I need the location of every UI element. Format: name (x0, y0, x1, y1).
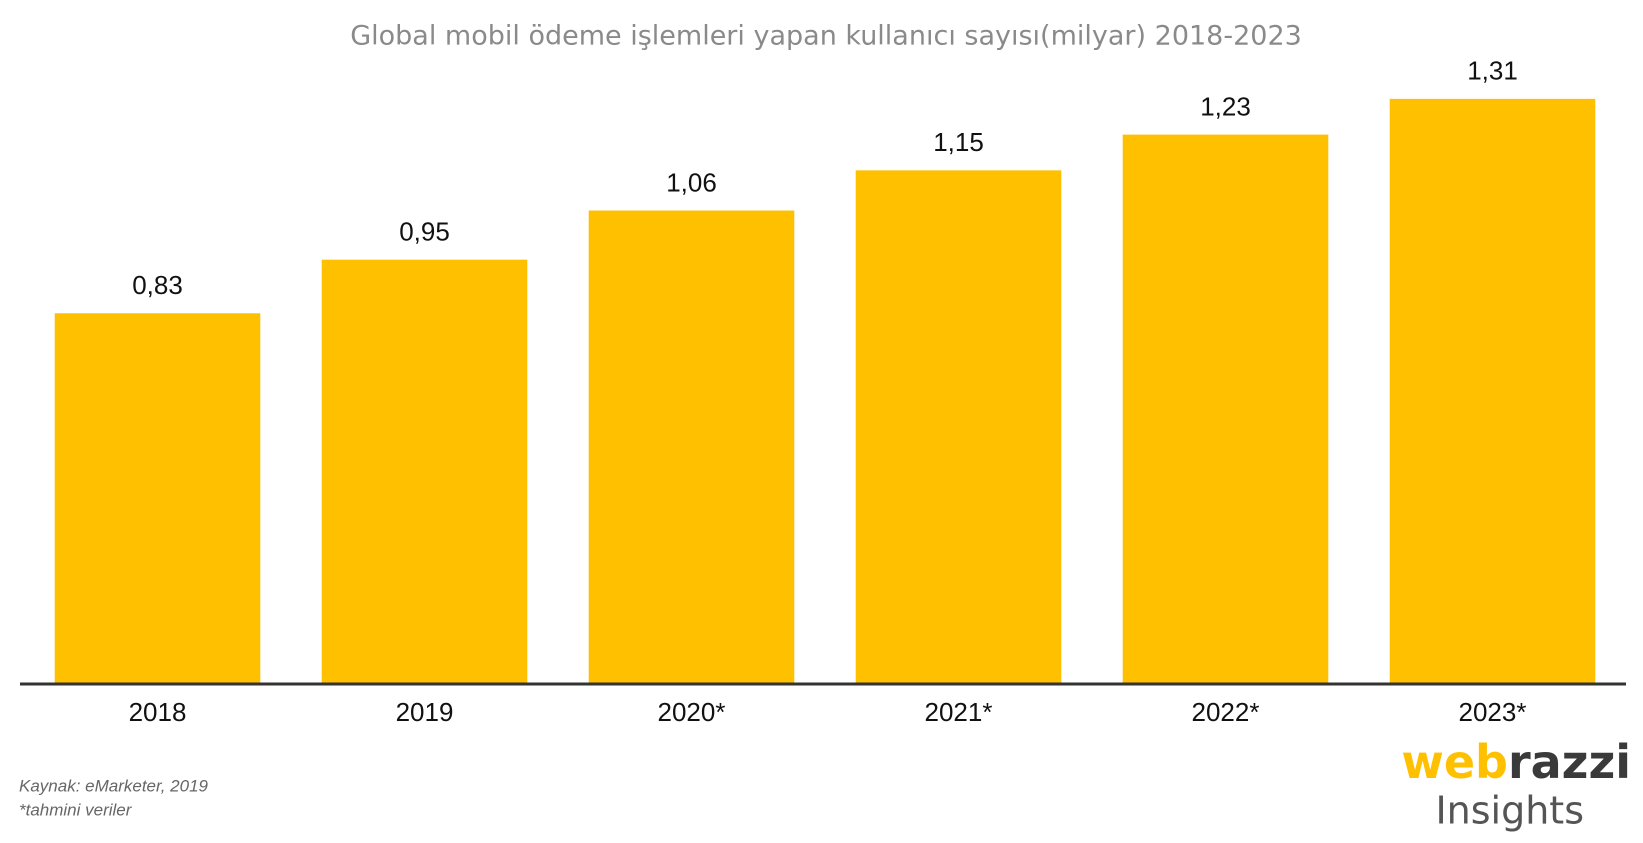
value-label: 0,83 (132, 270, 183, 300)
bar (588, 210, 795, 685)
bar (54, 313, 261, 684)
logo-subtitle: Insights (1435, 789, 1584, 833)
value-label: 0,95 (399, 217, 450, 247)
value-label: 1,23 (1200, 91, 1251, 121)
bar (855, 170, 1062, 685)
x-tick-label: 2019 (396, 697, 454, 727)
x-tick-label: 2021* (925, 697, 993, 727)
bar (321, 259, 528, 684)
x-tick-label: 2023* (1459, 697, 1527, 727)
source-note: Kaynak: eMarketer, 2019 (19, 776, 209, 795)
x-tick-label: 2022* (1192, 697, 1260, 727)
logo-part: web (1401, 735, 1508, 789)
value-label: 1,15 (933, 127, 984, 157)
value-label: 1,06 (666, 167, 717, 197)
chart-title: Global mobil ödeme işlemleri yapan kulla… (350, 21, 1302, 52)
estimate-note: *tahmini veriler (19, 800, 133, 819)
x-tick-label: 2020* (658, 697, 726, 727)
bar (1389, 98, 1596, 684)
logo-part: razzi (1508, 735, 1631, 789)
value-label: 1,31 (1467, 56, 1518, 86)
bar (1122, 134, 1329, 685)
logo: webrazzi (1401, 735, 1631, 789)
x-tick-label: 2018 (129, 697, 187, 727)
